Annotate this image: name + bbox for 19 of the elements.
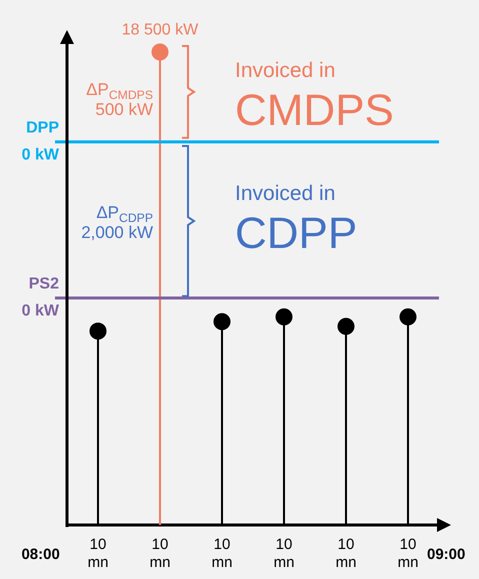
x-tick-label: 10 mn [336, 536, 356, 572]
x-tick-label: 10 mn [212, 536, 232, 572]
x-tick-label: 10 mn [398, 536, 418, 572]
annotation: 18 500 kW [122, 21, 200, 38]
x-tick-label: 10 mn [274, 536, 294, 572]
annotation: Invoiced in CMDPS [235, 58, 394, 135]
text: 09:00 [427, 546, 466, 563]
point [152, 44, 168, 60]
x-tick-label: 10 mn [150, 536, 170, 572]
annotation: Invoiced in CDPP [235, 182, 358, 258]
point [400, 308, 416, 326]
text: 08:00 [21, 546, 60, 563]
point [90, 322, 106, 340]
x-tick-label: 10 mn [88, 536, 108, 572]
point [338, 318, 354, 335]
ref-line-label: DPP 0 kW [22, 119, 60, 164]
point [214, 313, 230, 330]
point [276, 308, 292, 326]
ref-line-label: PS2 0 kW [22, 275, 60, 320]
